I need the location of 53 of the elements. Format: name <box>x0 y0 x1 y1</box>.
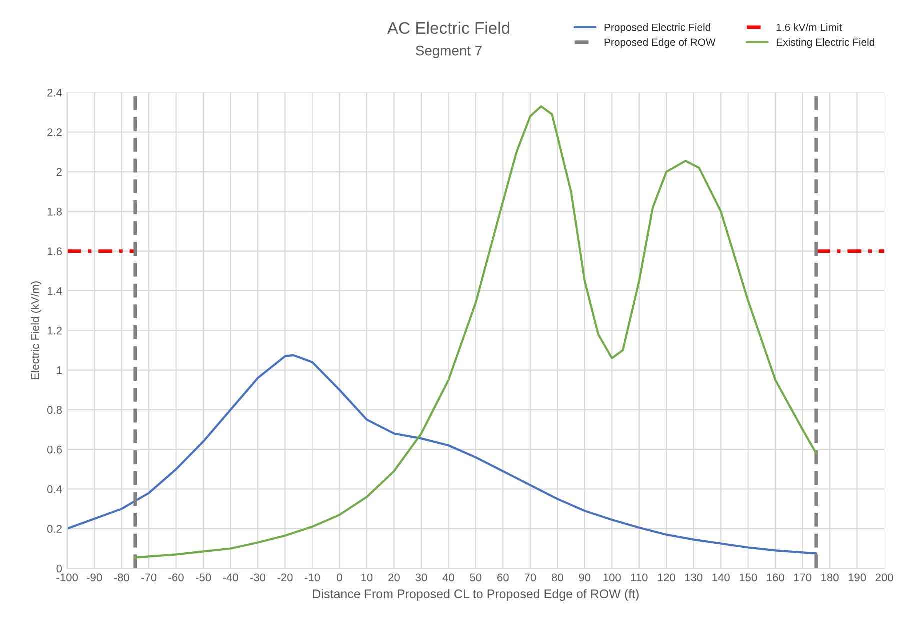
legend-label: 1.6 kV/m Limit <box>776 24 842 32</box>
x-tick-label: 10 <box>362 574 373 582</box>
x-tick-label: 170 <box>794 574 812 582</box>
y-tick-label: 1.2 <box>48 326 62 335</box>
x-tick-label: 160 <box>767 574 784 582</box>
x-tick-label: 130 <box>685 574 703 582</box>
x-tick-label: 140 <box>712 574 730 582</box>
y-tick-label: 1.6 <box>48 248 62 256</box>
y-tick-label: 0.2 <box>47 525 62 534</box>
x-tick-label: -60 <box>168 574 184 582</box>
x-axis-title: Distance From Proposed CL to Proposed Edge of ROW (ft) <box>313 589 639 601</box>
y-tick-label: 2.4 <box>48 88 62 97</box>
y-tick-label: 1.4 <box>48 287 62 295</box>
x-tick-label: 60 <box>498 574 509 582</box>
y-tick-label: 2.2 <box>48 128 62 136</box>
x-tick-label: 80 <box>552 574 564 582</box>
x-tick-label: 190 <box>848 574 866 582</box>
y-axis-title: Electric Field (kV/m) <box>31 282 42 380</box>
legend-label: Proposed Edge of ROW <box>604 38 716 48</box>
x-tick-label: -20 <box>278 574 293 582</box>
x-tick-label: 110 <box>631 574 648 582</box>
y-tick-label: 0.6 <box>47 446 62 454</box>
x-tick-label: 70 <box>524 574 536 582</box>
x-tick-label: -90 <box>87 574 102 582</box>
x-tick-label: 0 <box>337 574 342 582</box>
y-tick-label: 1 <box>57 366 62 374</box>
x-tick-label: 30 <box>416 574 428 582</box>
x-tick-label: 180 <box>822 574 839 582</box>
x-tick-label: -40 <box>223 574 238 582</box>
y-tick-label: 0 <box>56 564 62 573</box>
y-tick-label: 1.8 <box>48 208 62 216</box>
legend-label: Existing Electric Field <box>777 38 874 48</box>
x-tick-label: -50 <box>196 574 212 582</box>
x-tick-label: 200 <box>876 574 894 582</box>
chart-subtitle: Segment 7 <box>416 46 482 58</box>
x-tick-label: 50 <box>470 574 482 582</box>
x-tick-label: -10 <box>304 574 320 582</box>
x-tick-label: 150 <box>740 574 758 582</box>
y-tick-label: 0.8 <box>47 406 62 414</box>
x-tick-label: 40 <box>442 574 454 582</box>
legend-label: Proposed Electric Field <box>604 24 710 34</box>
x-tick-label: -80 <box>114 574 130 582</box>
y-tick-label: 0.4 <box>47 486 62 494</box>
x-tick-label: 90 <box>579 574 591 582</box>
x-tick-label: 20 <box>388 574 400 582</box>
line-series <box>67 354 818 555</box>
x-tick-label: -100 <box>56 574 78 582</box>
x-tick-label: 120 <box>658 574 676 582</box>
y-tick-label: 2 <box>56 168 62 176</box>
chart-title: AC Electric Field <box>387 22 510 34</box>
x-tick-label: -70 <box>142 574 157 582</box>
x-tick-label: 100 <box>604 574 621 582</box>
x-tick-label: -30 <box>250 574 266 582</box>
